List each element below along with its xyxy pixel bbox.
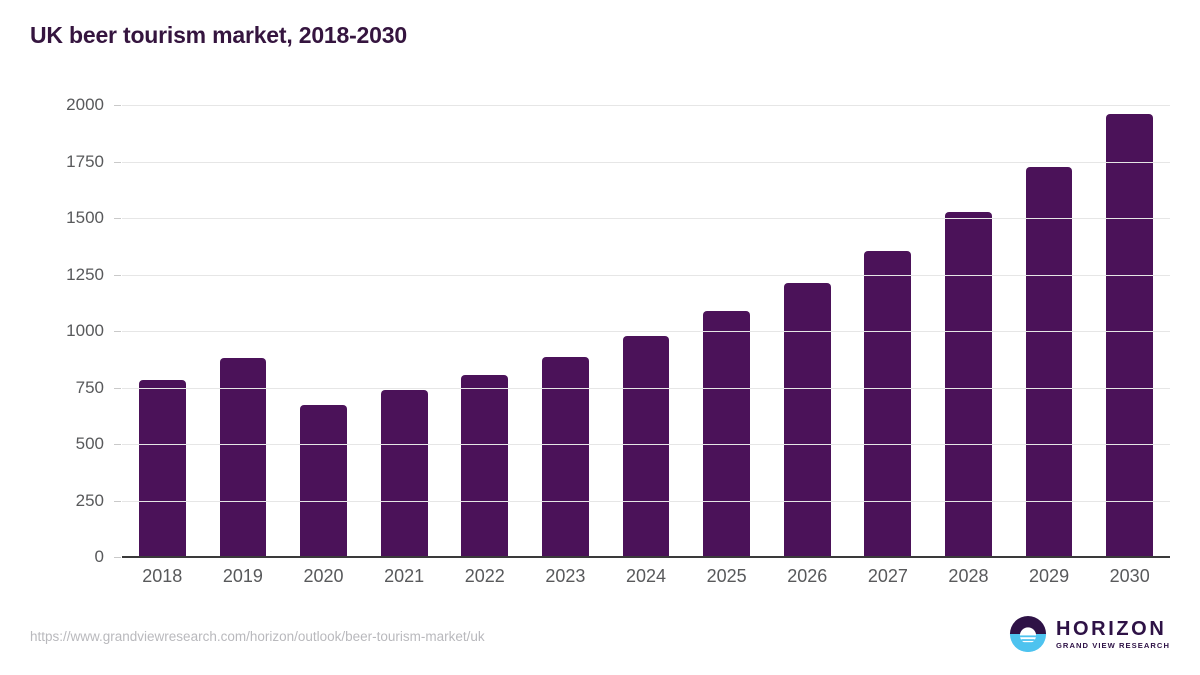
x-tick-label: 2028	[948, 566, 989, 586]
y-tick-mark	[114, 444, 121, 445]
plot-area	[122, 105, 1170, 557]
y-tick-label: 250	[75, 490, 104, 510]
gridline	[122, 387, 1170, 389]
gridline	[122, 444, 1170, 445]
y-tick-mark	[114, 274, 121, 276]
y-tick-label: 500	[75, 434, 104, 453]
horizon-logo: HORIZON GRAND VIEW RESEARCH	[1009, 615, 1170, 653]
y-tick-label: 750	[75, 377, 104, 397]
gridline	[122, 274, 1170, 276]
x-tick-label: 2030	[1109, 566, 1150, 586]
x-tick-label: 2024	[625, 566, 667, 586]
gridline	[122, 500, 1170, 502]
y-tick-mark	[114, 557, 121, 558]
bar-2027[interactable]	[864, 251, 912, 557]
logo-tagline: GRAND VIEW RESEARCH	[1055, 640, 1170, 650]
y-tick-mark	[114, 161, 121, 163]
x-axis-line	[122, 556, 1170, 558]
gridline	[122, 331, 1170, 332]
y-tick-label: 1000	[66, 321, 104, 340]
gridline	[122, 105, 1170, 106]
bar-2020[interactable]	[300, 405, 347, 557]
y-tick-label: 1750	[66, 151, 104, 171]
y-tick-label: 0	[94, 547, 104, 566]
x-tick-label: 2022	[464, 566, 505, 586]
y-tick-label: 2000	[66, 95, 104, 114]
y-tick-mark	[114, 218, 121, 219]
page-title: UK beer tourism market, 2018-2030	[30, 22, 407, 48]
bar-2022[interactable]	[461, 374, 509, 557]
logo-wordmark: HORIZON	[1055, 617, 1167, 640]
source-url[interactable]: https://www.grandviewresearch.com/horizo…	[30, 629, 485, 644]
horizon-sun-icon	[1009, 615, 1047, 653]
x-tick-label: 2027	[867, 566, 908, 586]
x-tick-label: 2018	[142, 566, 183, 586]
y-tick-mark	[114, 500, 121, 502]
bar-2018[interactable]	[138, 380, 186, 557]
x-tick-label: 2019	[222, 566, 263, 586]
bar-2024[interactable]	[622, 335, 670, 557]
y-tick-mark	[114, 331, 121, 332]
bar-2021[interactable]	[380, 390, 428, 557]
y-tick-mark	[114, 387, 121, 389]
x-tick-label: 2029	[1029, 566, 1070, 586]
x-tick-label: 2025	[706, 566, 747, 586]
logo-text: HORIZON GRAND VIEW RESEARCH	[1056, 619, 1170, 650]
bar-2030[interactable]	[1106, 113, 1154, 557]
x-tick-label: 2021	[384, 566, 425, 586]
bar-2019[interactable]	[219, 358, 267, 557]
gridline	[122, 218, 1170, 219]
bar-2026[interactable]	[783, 283, 831, 557]
x-tick-label: 2020	[303, 566, 344, 586]
bar-2025[interactable]	[703, 311, 750, 557]
x-tick-label: 2023	[545, 566, 586, 586]
bar-2028[interactable]	[945, 211, 992, 557]
bar-2029[interactable]	[1025, 167, 1073, 557]
x-tick-label: 2026	[787, 566, 828, 586]
y-tick-mark	[114, 105, 121, 106]
gridline	[122, 161, 1170, 163]
y-tick-label: 1250	[66, 264, 104, 284]
bar-2023[interactable]	[542, 357, 589, 557]
bars-layer	[122, 105, 1170, 557]
y-tick-label: 1500	[66, 208, 104, 227]
